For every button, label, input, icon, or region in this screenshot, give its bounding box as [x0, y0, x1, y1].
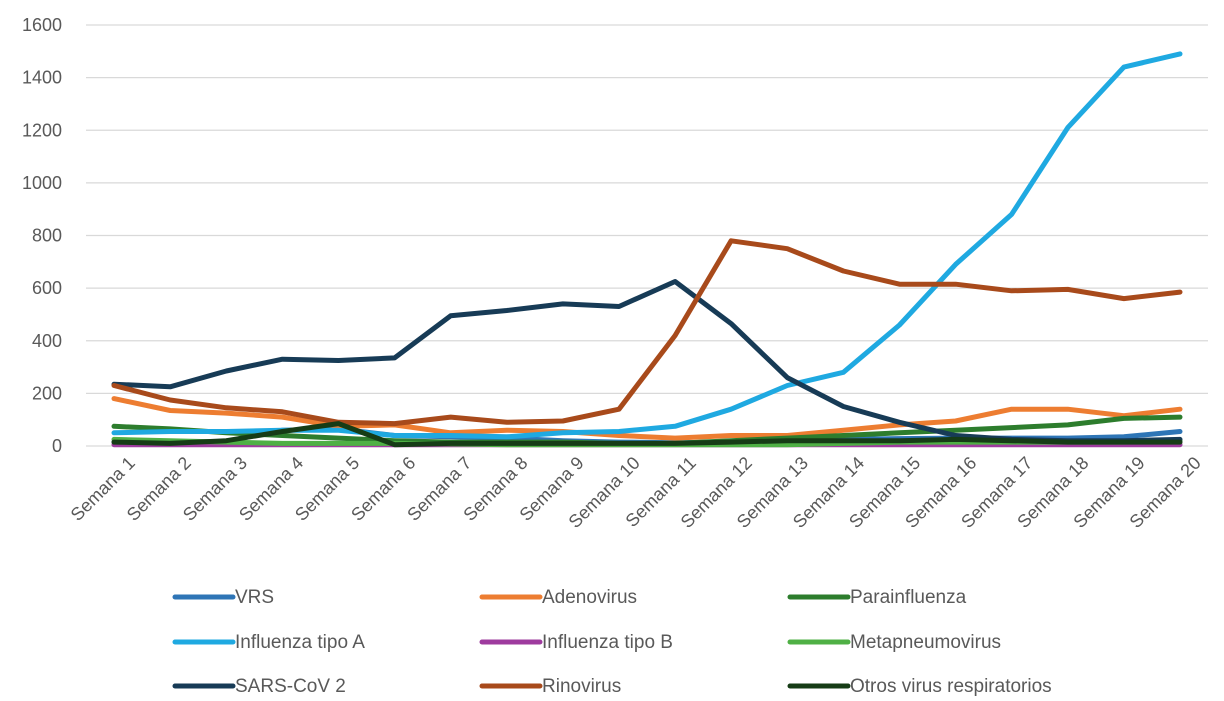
- series-line-adenovirus: [111, 396, 1183, 441]
- legend-item: Influenza tipo B: [479, 632, 673, 653]
- legend-item: Metapneumovirus: [787, 632, 1001, 653]
- legend-label: Adenovirus: [542, 587, 637, 608]
- y-tick-label: 1200: [22, 120, 62, 140]
- legend-item: SARS-CoV 2: [172, 676, 346, 697]
- legend-label: Rinovirus: [542, 676, 621, 697]
- y-tick-label: 1000: [22, 173, 62, 193]
- y-tick-label: 0: [52, 436, 62, 456]
- legend-label: VRS: [235, 587, 274, 608]
- series-line-influenza-tipo-a: [111, 51, 1183, 440]
- series-line-otros-virus-respiratorios: [111, 421, 1183, 448]
- y-tick-label: 1600: [22, 15, 62, 35]
- y-tick-label: 200: [32, 383, 62, 403]
- series-lines: [111, 51, 1183, 448]
- y-tick-label: 800: [32, 226, 62, 246]
- legend-item: Adenovirus: [479, 587, 637, 608]
- legend-item: Influenza tipo A: [172, 632, 365, 653]
- gridlines: [86, 24, 1208, 447]
- legend: VRS Adenovirus Parainfluenza Influenza tipo…: [172, 587, 1052, 697]
- legend-label: Metapneumovirus: [850, 632, 1001, 653]
- y-axis: 0 200 400 600 800 1000 1200 1400 1600: [22, 15, 62, 456]
- legend-label: Parainfluenza: [850, 587, 967, 608]
- legend-label: Otros virus respiratorios: [850, 676, 1052, 697]
- legend-label: Influenza tipo A: [235, 632, 365, 653]
- legend-item: Rinovirus: [479, 676, 621, 697]
- y-tick-label: 1400: [22, 68, 62, 88]
- legend-label: Influenza tipo B: [542, 632, 673, 653]
- y-tick-label: 600: [32, 278, 62, 298]
- legend-item: VRS: [172, 587, 274, 608]
- legend-item: Parainfluenza: [787, 587, 967, 608]
- y-tick-label: 400: [32, 331, 62, 351]
- series-line-rinovirus: [111, 238, 1183, 427]
- legend-label: SARS-CoV 2: [235, 676, 346, 697]
- legend-item: Otros virus respiratorios: [787, 676, 1052, 697]
